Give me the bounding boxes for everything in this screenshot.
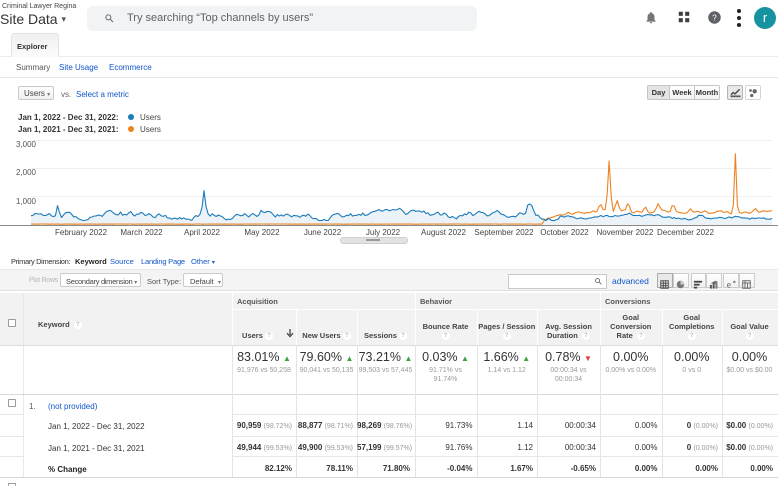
svg-text:e: e	[727, 279, 731, 289]
svg-text:?: ?	[712, 14, 717, 23]
